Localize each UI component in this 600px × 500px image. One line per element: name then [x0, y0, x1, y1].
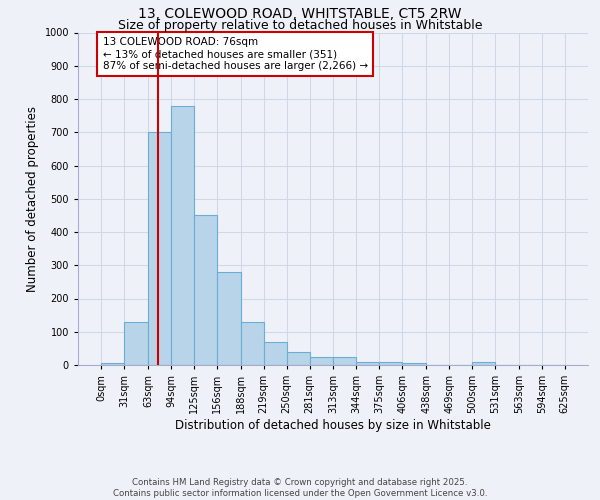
Bar — [472, 362, 495, 365]
Bar — [379, 362, 403, 365]
Bar — [334, 356, 356, 365]
Bar — [194, 216, 217, 365]
Y-axis label: Number of detached properties: Number of detached properties — [26, 106, 39, 292]
Bar — [148, 132, 171, 365]
Text: 13, COLEWOOD ROAD, WHITSTABLE, CT5 2RW: 13, COLEWOOD ROAD, WHITSTABLE, CT5 2RW — [138, 8, 462, 22]
Bar — [101, 364, 124, 365]
Bar — [124, 322, 148, 365]
Bar — [310, 356, 334, 365]
Bar — [356, 362, 379, 365]
Bar — [171, 106, 194, 365]
Bar — [287, 352, 310, 365]
Bar — [241, 322, 263, 365]
Bar — [403, 364, 426, 365]
Bar — [263, 342, 287, 365]
Bar — [217, 272, 241, 365]
Text: Contains HM Land Registry data © Crown copyright and database right 2025.
Contai: Contains HM Land Registry data © Crown c… — [113, 478, 487, 498]
Text: 13 COLEWOOD ROAD: 76sqm
← 13% of detached houses are smaller (351)
87% of semi-d: 13 COLEWOOD ROAD: 76sqm ← 13% of detache… — [103, 38, 368, 70]
X-axis label: Distribution of detached houses by size in Whitstable: Distribution of detached houses by size … — [175, 419, 491, 432]
Text: Size of property relative to detached houses in Whitstable: Size of property relative to detached ho… — [118, 18, 482, 32]
